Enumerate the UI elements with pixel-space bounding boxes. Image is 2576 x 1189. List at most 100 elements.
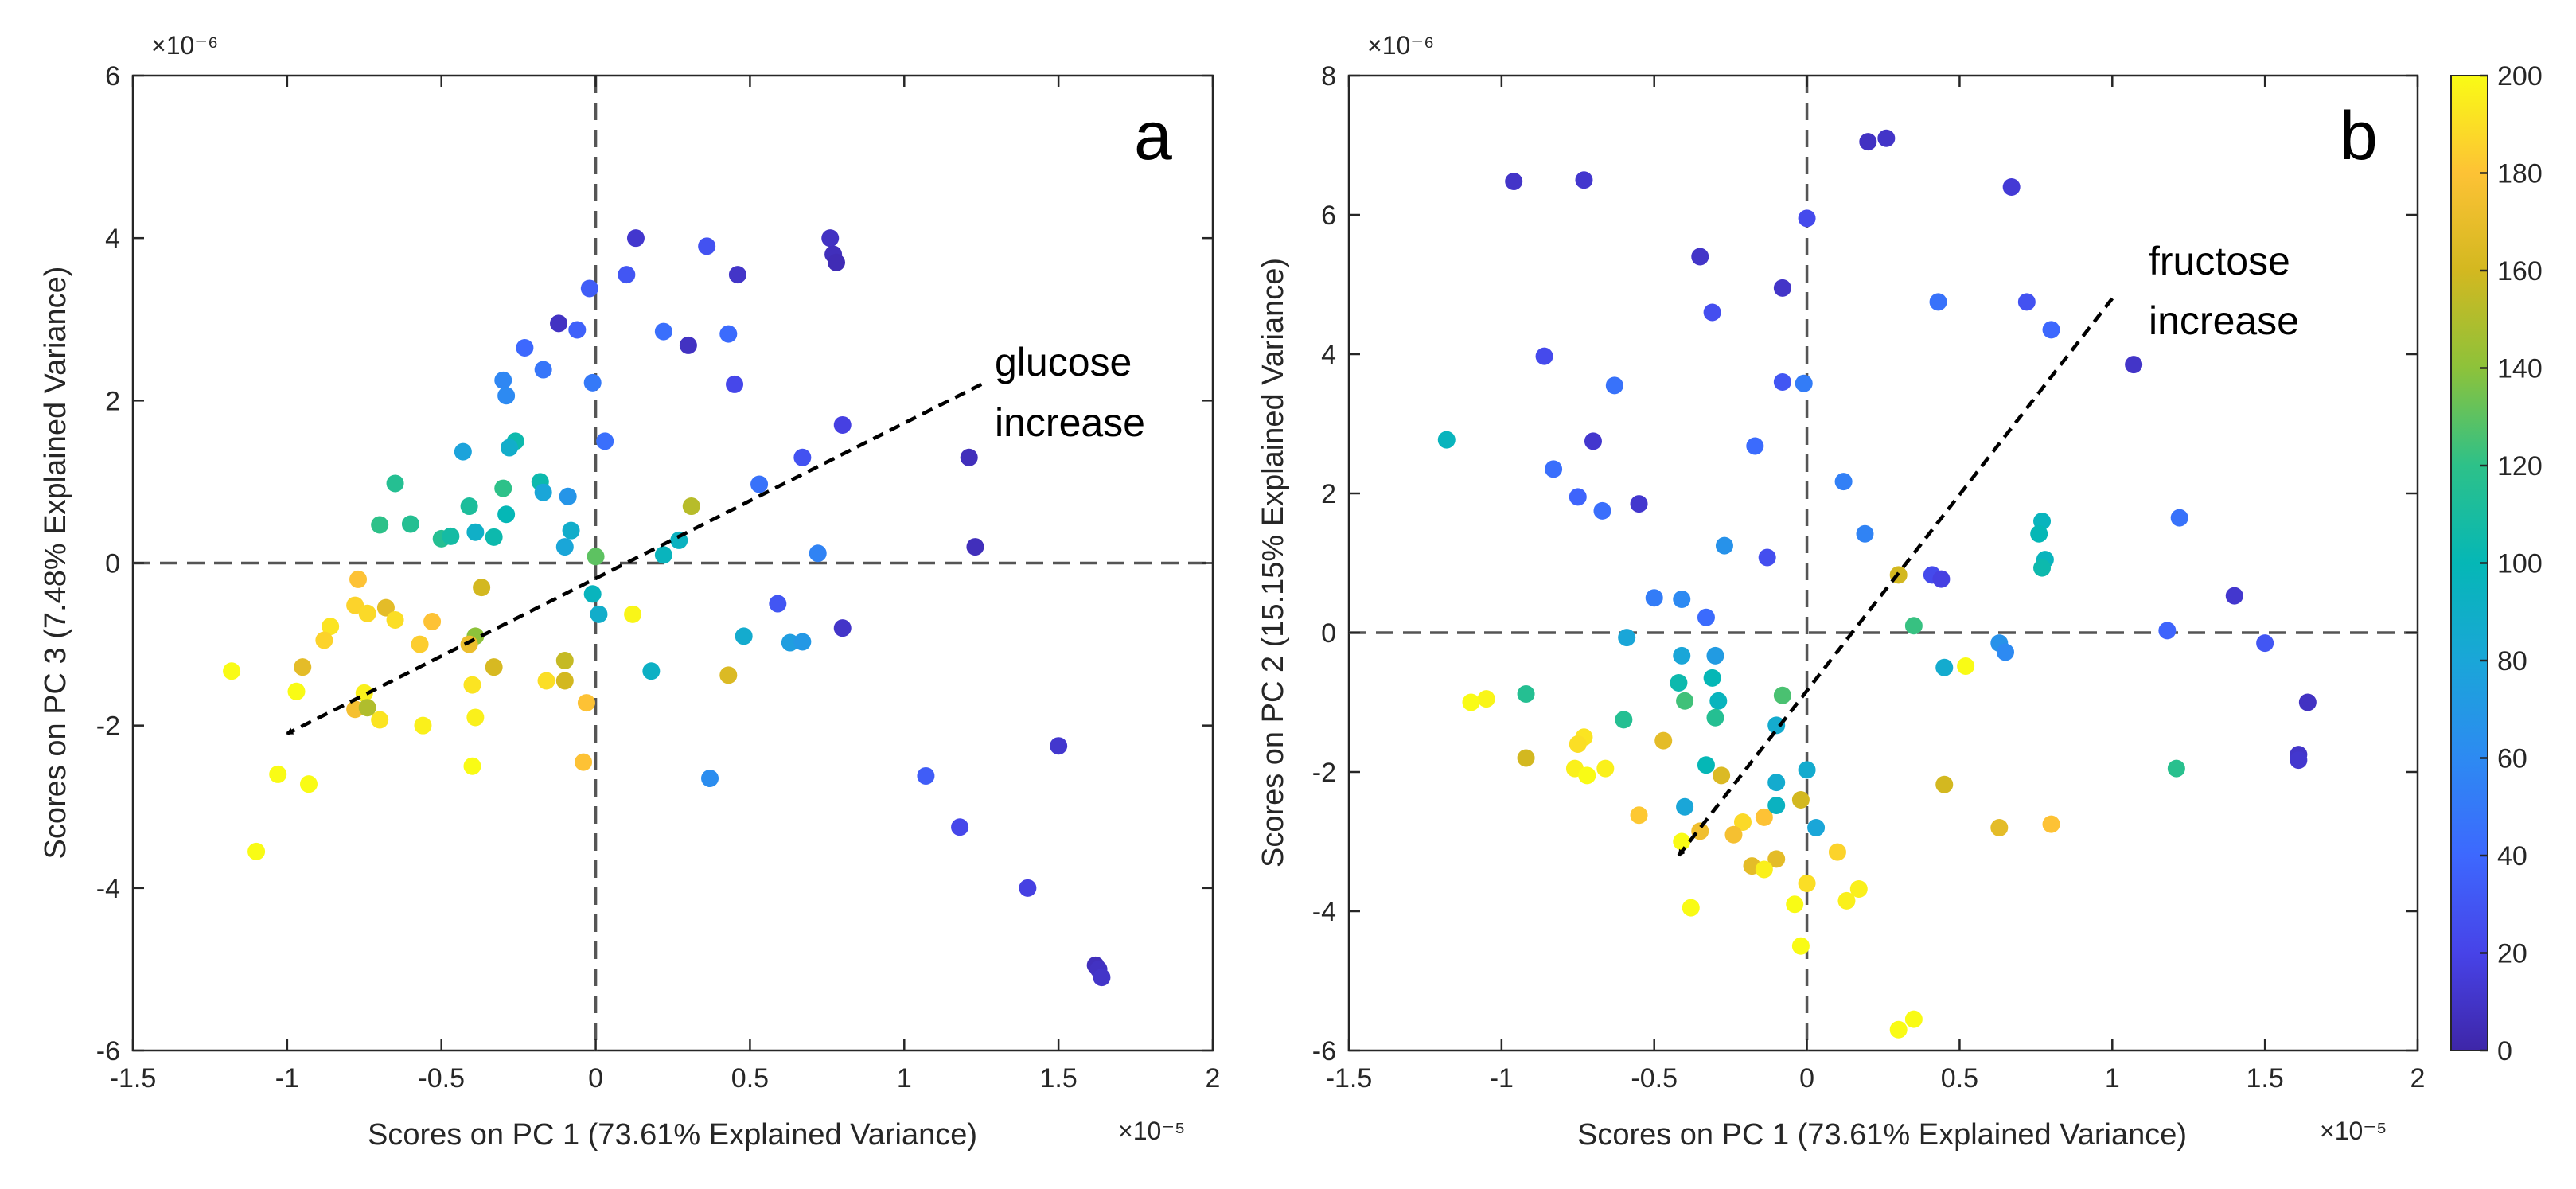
scatter-point <box>1791 791 1810 809</box>
scatter-point <box>590 605 608 623</box>
annotation-line-1-a: glucose <box>995 340 1132 384</box>
scatter-point <box>2170 509 2188 527</box>
scatter-point <box>1578 766 1596 785</box>
scatter-point <box>1691 248 1709 266</box>
scatter-point <box>1758 548 1776 567</box>
scatter-point <box>1676 797 1694 816</box>
scatter-point <box>577 694 595 712</box>
scatter-point <box>1462 693 1480 711</box>
scatter-point <box>466 708 485 727</box>
scatter-point <box>1996 643 2014 661</box>
scatter-point <box>460 497 478 516</box>
x-tick-label: -0.5 <box>1631 1063 1678 1093</box>
scatter-point <box>1019 879 1037 897</box>
scatter-point <box>1682 899 1700 917</box>
scatter-point <box>1798 209 1816 228</box>
scatter-point <box>1676 692 1694 710</box>
scatter-point <box>1786 895 1804 914</box>
scatter-point <box>371 711 389 729</box>
annotation-line-2-b: increase <box>2149 298 2299 343</box>
trend-arrow-a <box>286 382 983 735</box>
scatter-point <box>386 610 404 629</box>
scatter-point <box>1724 825 1743 844</box>
scatter-points-a <box>223 229 1111 987</box>
scatter-point <box>485 658 503 676</box>
scatter-point <box>322 618 340 636</box>
scatter-point <box>2042 815 2060 833</box>
x-tick-label: 1.5 <box>2247 1063 2284 1093</box>
scatter-point <box>1798 761 1816 779</box>
scatter-point <box>1630 495 1648 513</box>
y-tick-label: 2 <box>105 386 120 416</box>
scatter-point <box>346 596 364 614</box>
colorbar-tick-label: 20 <box>2497 939 2527 969</box>
y-tick-label: -4 <box>96 874 120 904</box>
scatter-point <box>1673 646 1691 665</box>
scatter-point <box>537 672 555 690</box>
y-exponent-b: ×10⁻⁶ <box>1367 31 1434 60</box>
y-axis-label-a: Scores on PC 3 (7.48% Explained Variance… <box>39 267 72 860</box>
panel-letter-a: a <box>1134 98 1172 174</box>
colorbar-tick-label: 80 <box>2497 646 2527 676</box>
x-tick-label: 1.5 <box>1040 1063 1078 1093</box>
scatter-point <box>1697 608 1715 626</box>
scatter-point <box>2298 693 2317 711</box>
scatter-point <box>1791 937 1810 955</box>
scatter-point <box>1706 646 1724 665</box>
scatter-point <box>423 613 442 630</box>
scatter-point <box>1654 731 1673 750</box>
scatter-point <box>1834 473 1853 491</box>
x-tick-label: -1 <box>1490 1063 1514 1093</box>
scatter-point <box>1935 775 1954 793</box>
scatter-point <box>626 229 645 248</box>
x-tick-label: 2 <box>1206 1063 1221 1093</box>
scatter-point <box>793 633 812 651</box>
y-axis-label-b: Scores on PC 2 (15.15% Explained Varianc… <box>1257 258 1290 867</box>
scatter-point <box>2002 178 2021 196</box>
scatter-point <box>1773 686 1791 704</box>
scatter-point <box>833 415 852 434</box>
colorbar-tick-label: 40 <box>2497 841 2527 871</box>
colorbar-tick-label: 200 <box>2497 61 2543 92</box>
scatter-point <box>2158 622 2177 640</box>
scatter-point <box>618 266 636 284</box>
scatter-point <box>1767 716 1786 735</box>
scatter-point <box>575 753 593 771</box>
y-exponent-a: ×10⁻⁶ <box>151 31 218 60</box>
panel-a: -1.5 -1 -0.5 0 0.5 1 1.5 2 -6 -4 -2 0 2 4 6 ×10⁻⁶ ×10⁻… <box>39 31 1220 1152</box>
scatter-point <box>951 818 969 836</box>
scatter-point <box>2042 321 2060 339</box>
x-tick-label: 0.5 <box>731 1063 769 1093</box>
scatter-point <box>1645 589 1663 607</box>
trend-arrow-b <box>1677 297 2114 857</box>
scatter-point <box>966 538 984 556</box>
scatter-point <box>1929 293 1947 311</box>
plot-area-frame-b <box>1347 74 2419 1052</box>
scatter-point <box>371 516 389 534</box>
x-tick-label: 0 <box>1799 1063 1814 1093</box>
colorbar-tick-label: 120 <box>2497 451 2543 481</box>
x-exponent-b: ×10⁻⁵ <box>2320 1117 2387 1145</box>
scatter-point <box>1715 536 1733 555</box>
scatter-point <box>2256 634 2274 653</box>
scatter-point <box>1535 347 1553 365</box>
y-tick-label: -2 <box>1312 758 1336 788</box>
scatter-point <box>2167 759 2185 778</box>
scatter-point <box>223 662 241 680</box>
scatter-point <box>358 699 376 717</box>
scatter-point <box>1697 756 1715 774</box>
scatter-point <box>349 570 368 588</box>
scatter-point <box>1889 1020 1908 1039</box>
scatter-point <box>1569 488 1587 506</box>
colorbar-tick-label: 160 <box>2497 256 2543 287</box>
plot-area-frame-a <box>131 74 1214 1052</box>
scatter-point <box>414 716 432 735</box>
scatter-point <box>719 325 738 343</box>
scatter-point <box>1630 806 1648 825</box>
x-tick-label: 0 <box>588 1063 603 1093</box>
x-tick-label: 1 <box>2105 1063 2120 1093</box>
colorbar-tick-label: 60 <box>2497 744 2527 774</box>
scatter-point <box>1935 658 1954 676</box>
scatter-point <box>466 523 485 541</box>
